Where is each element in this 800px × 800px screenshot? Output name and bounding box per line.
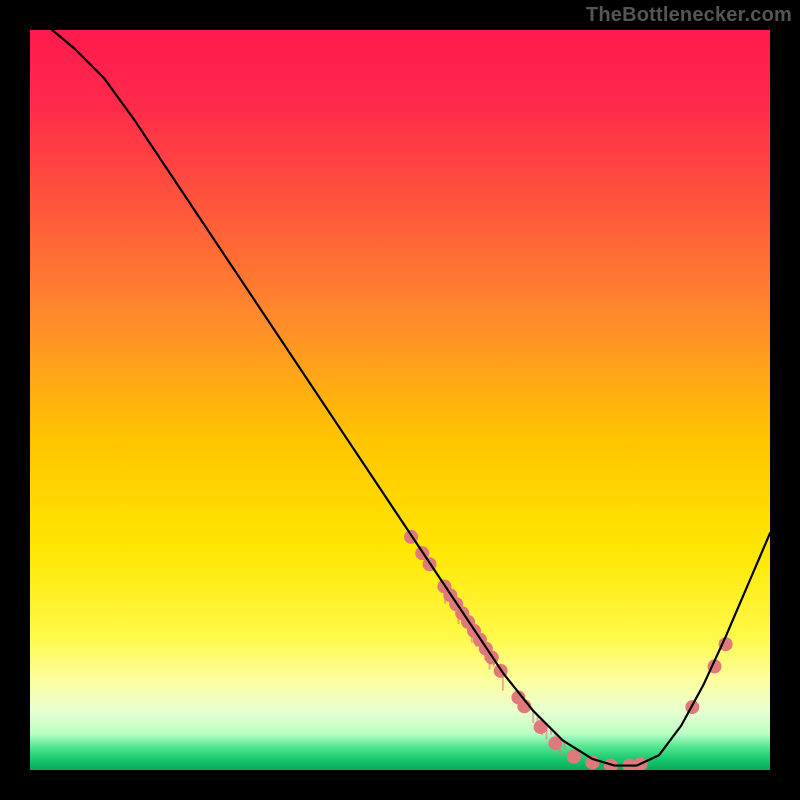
chart-frame: TheBottlenecker.com: [0, 0, 800, 800]
watermark-text: TheBottlenecker.com: [586, 4, 792, 27]
bottleneck-curve: [52, 30, 770, 766]
curve-svg: [30, 30, 770, 770]
markers-group: [404, 530, 732, 770]
plot-area: [30, 30, 770, 770]
data-marker: [567, 750, 581, 764]
